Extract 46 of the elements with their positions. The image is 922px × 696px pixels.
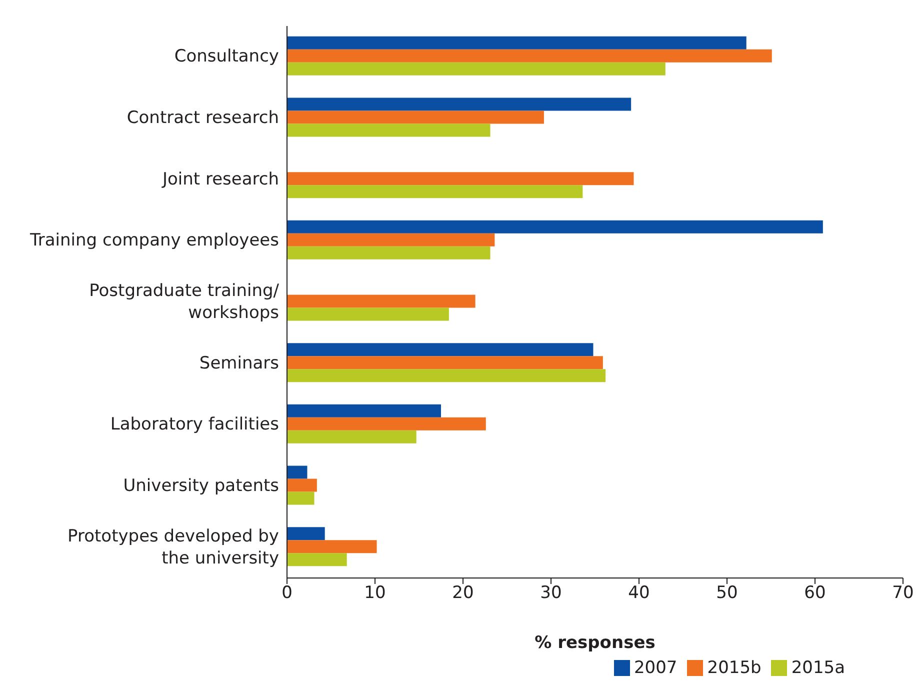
x-tick-label: 30 [540, 583, 562, 604]
bar [287, 369, 606, 382]
bar [287, 294, 476, 308]
legend-label: 2007 [634, 658, 678, 678]
bar [287, 36, 746, 50]
y-tick-label: Joint research [161, 169, 279, 190]
bar [287, 540, 377, 554]
bar [287, 185, 583, 198]
y-tick-label: Seminars [199, 353, 280, 374]
bar [287, 246, 490, 260]
x-tick-label: 10 [364, 583, 386, 604]
bar [287, 430, 416, 444]
x-tick-label: 20 [452, 583, 474, 604]
bar [287, 172, 634, 186]
legend-label: 2015b [707, 658, 762, 678]
bar [287, 124, 490, 137]
x-tick-label: 40 [628, 583, 650, 604]
bar [287, 220, 823, 234]
bar [287, 404, 441, 418]
y-tick-label: Training company employees [28, 230, 280, 251]
x-tick-label: 60 [804, 583, 826, 604]
bar [287, 478, 317, 492]
y-tick-label: Consultancy [174, 46, 279, 67]
bar [287, 233, 495, 246]
bar [287, 49, 772, 62]
y-tick-label: Contract research [126, 108, 279, 128]
bar [287, 553, 347, 566]
y-tick-label: Prototypes developed by the university [68, 526, 279, 568]
bar [287, 62, 666, 76]
bar [287, 343, 594, 356]
bar [287, 110, 544, 124]
x-tick-label: 70 [892, 583, 914, 604]
bar [287, 98, 632, 111]
x-axis-title: % responses [534, 633, 656, 653]
y-tick-label: University patents [123, 476, 280, 496]
bar [287, 308, 449, 321]
y-tick-label: Postgraduate training/ workshops [89, 281, 280, 323]
x-tick-label: 0 [282, 583, 292, 604]
bar [287, 527, 325, 540]
legend-label: 2015a [791, 658, 845, 678]
bar [287, 466, 308, 479]
bar [287, 356, 603, 370]
y-tick-label: Laboratory facilities [110, 414, 280, 435]
bar [287, 417, 486, 430]
x-tick-label: 50 [716, 583, 738, 604]
bar [287, 492, 314, 505]
